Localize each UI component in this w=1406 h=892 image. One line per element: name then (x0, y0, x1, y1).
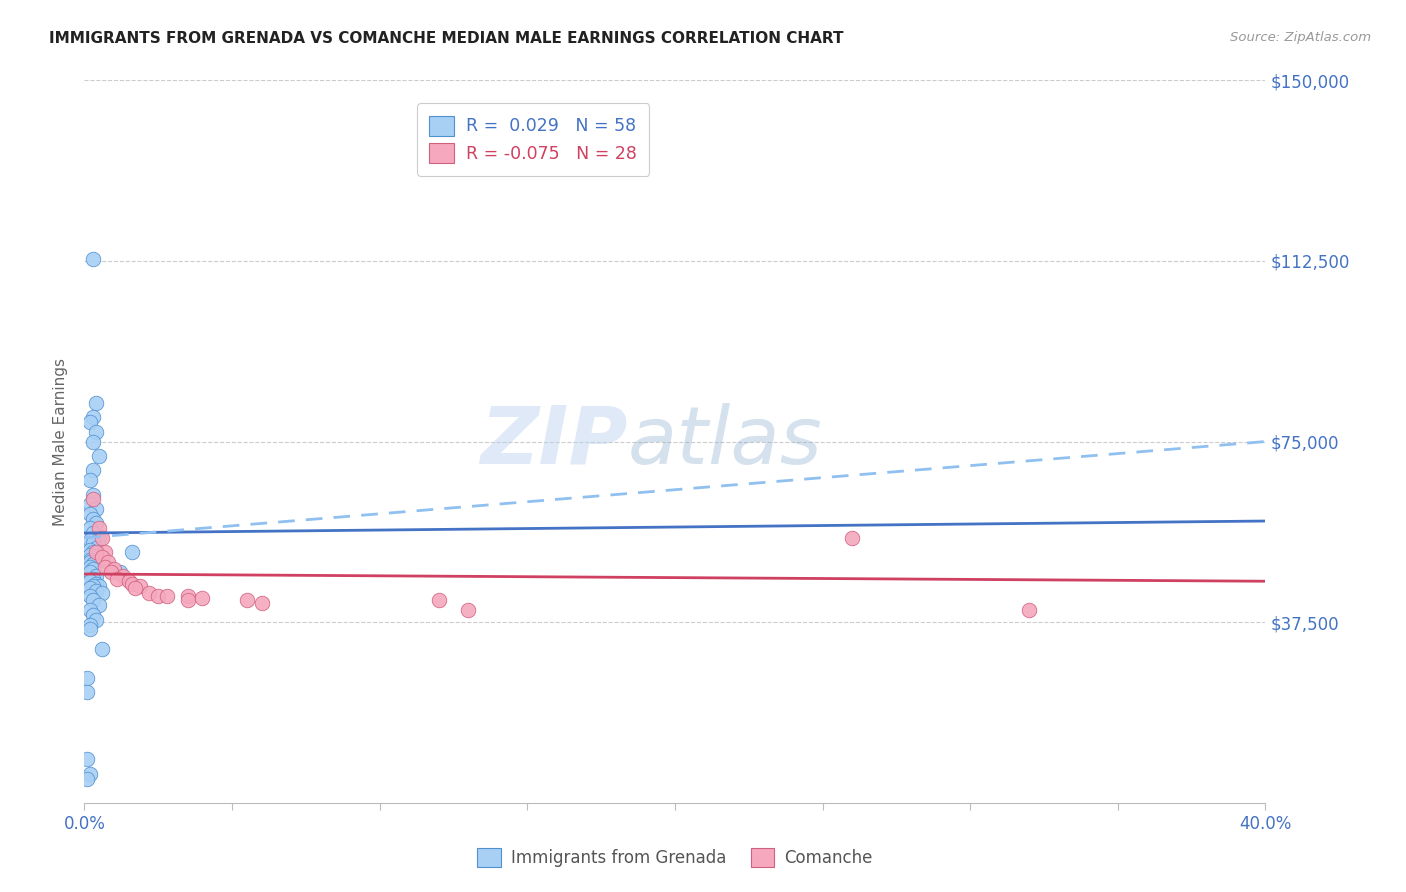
Point (87, 521, 111, 535)
Point (84, 569, 107, 583)
Point (82, 526, 104, 541)
Point (79, 548, 101, 562)
Y-axis label: Median Male Earnings: Median Male Earnings (53, 358, 69, 525)
Point (177, 593, 200, 607)
Point (84, 425, 107, 439)
Point (82, 463, 104, 477)
Text: atlas: atlas (627, 402, 823, 481)
Point (82, 593, 104, 607)
Point (94, 559, 117, 574)
Point (84, 613, 107, 627)
Point (82, 434, 104, 449)
Point (82, 562, 104, 576)
Point (148, 589, 170, 603)
Point (841, 531, 863, 545)
Point (79, 507, 101, 521)
Text: IMMIGRANTS FROM GRENADA VS COMANCHE MEDIAN MALE EARNINGS CORRELATION CHART: IMMIGRANTS FROM GRENADA VS COMANCHE MEDI… (49, 31, 844, 46)
Point (79, 555, 101, 569)
Point (236, 593, 259, 607)
Point (91, 641, 114, 656)
Point (84, 516, 107, 531)
Point (91, 531, 114, 545)
Point (76, 772, 98, 786)
Point (84, 576, 107, 591)
Point (79, 559, 101, 574)
Point (79, 542, 101, 557)
Point (177, 589, 200, 603)
Point (191, 591, 214, 606)
Point (82, 579, 104, 593)
Point (84, 545, 107, 559)
Point (121, 576, 143, 591)
Point (79, 473, 101, 487)
Point (84, 550, 107, 565)
Text: ZIP: ZIP (481, 402, 627, 481)
Point (94, 545, 117, 559)
Point (103, 562, 125, 576)
Text: Source: ZipAtlas.com: Source: ZipAtlas.com (1230, 31, 1371, 45)
Point (82, 535, 104, 549)
Point (79, 582, 101, 596)
Point (87, 449, 111, 463)
Point (79, 521, 101, 535)
Point (79, 565, 101, 579)
Point (79, 574, 101, 589)
Point (87, 599, 111, 613)
Point (79, 552, 101, 566)
Point (82, 572, 104, 586)
Point (82, 555, 104, 569)
Point (82, 487, 104, 501)
Point (84, 396, 107, 410)
Point (108, 565, 131, 579)
Point (427, 593, 450, 607)
Point (84, 583, 107, 598)
Point (138, 586, 160, 600)
Point (82, 607, 104, 622)
Point (124, 582, 146, 596)
Point (79, 767, 101, 781)
Point (250, 596, 273, 610)
Point (76, 752, 98, 766)
Point (91, 586, 114, 600)
Point (105, 572, 128, 586)
Point (79, 603, 101, 617)
Point (82, 511, 104, 525)
Point (79, 533, 101, 548)
Point (82, 410, 104, 425)
Point (91, 550, 114, 565)
Point (79, 589, 101, 603)
Point (82, 545, 104, 559)
Point (129, 579, 152, 593)
Point (79, 497, 101, 511)
Point (87, 579, 111, 593)
Point (79, 415, 101, 429)
Point (82, 252, 104, 266)
Point (1018, 603, 1040, 617)
Point (118, 574, 141, 589)
Legend: Immigrants from Grenada, Comanche: Immigrants from Grenada, Comanche (471, 841, 879, 874)
Point (156, 589, 179, 603)
Point (87, 531, 111, 545)
Point (121, 545, 143, 559)
Point (82, 492, 104, 507)
Point (97, 555, 120, 569)
Point (100, 565, 122, 579)
Point (111, 569, 134, 583)
Point (76, 685, 98, 699)
Point (84, 502, 107, 516)
Point (84, 541, 107, 555)
Point (79, 623, 101, 637)
Point (84, 555, 107, 569)
Point (79, 617, 101, 632)
Point (82, 558, 104, 572)
Point (457, 603, 479, 617)
Point (76, 671, 98, 685)
